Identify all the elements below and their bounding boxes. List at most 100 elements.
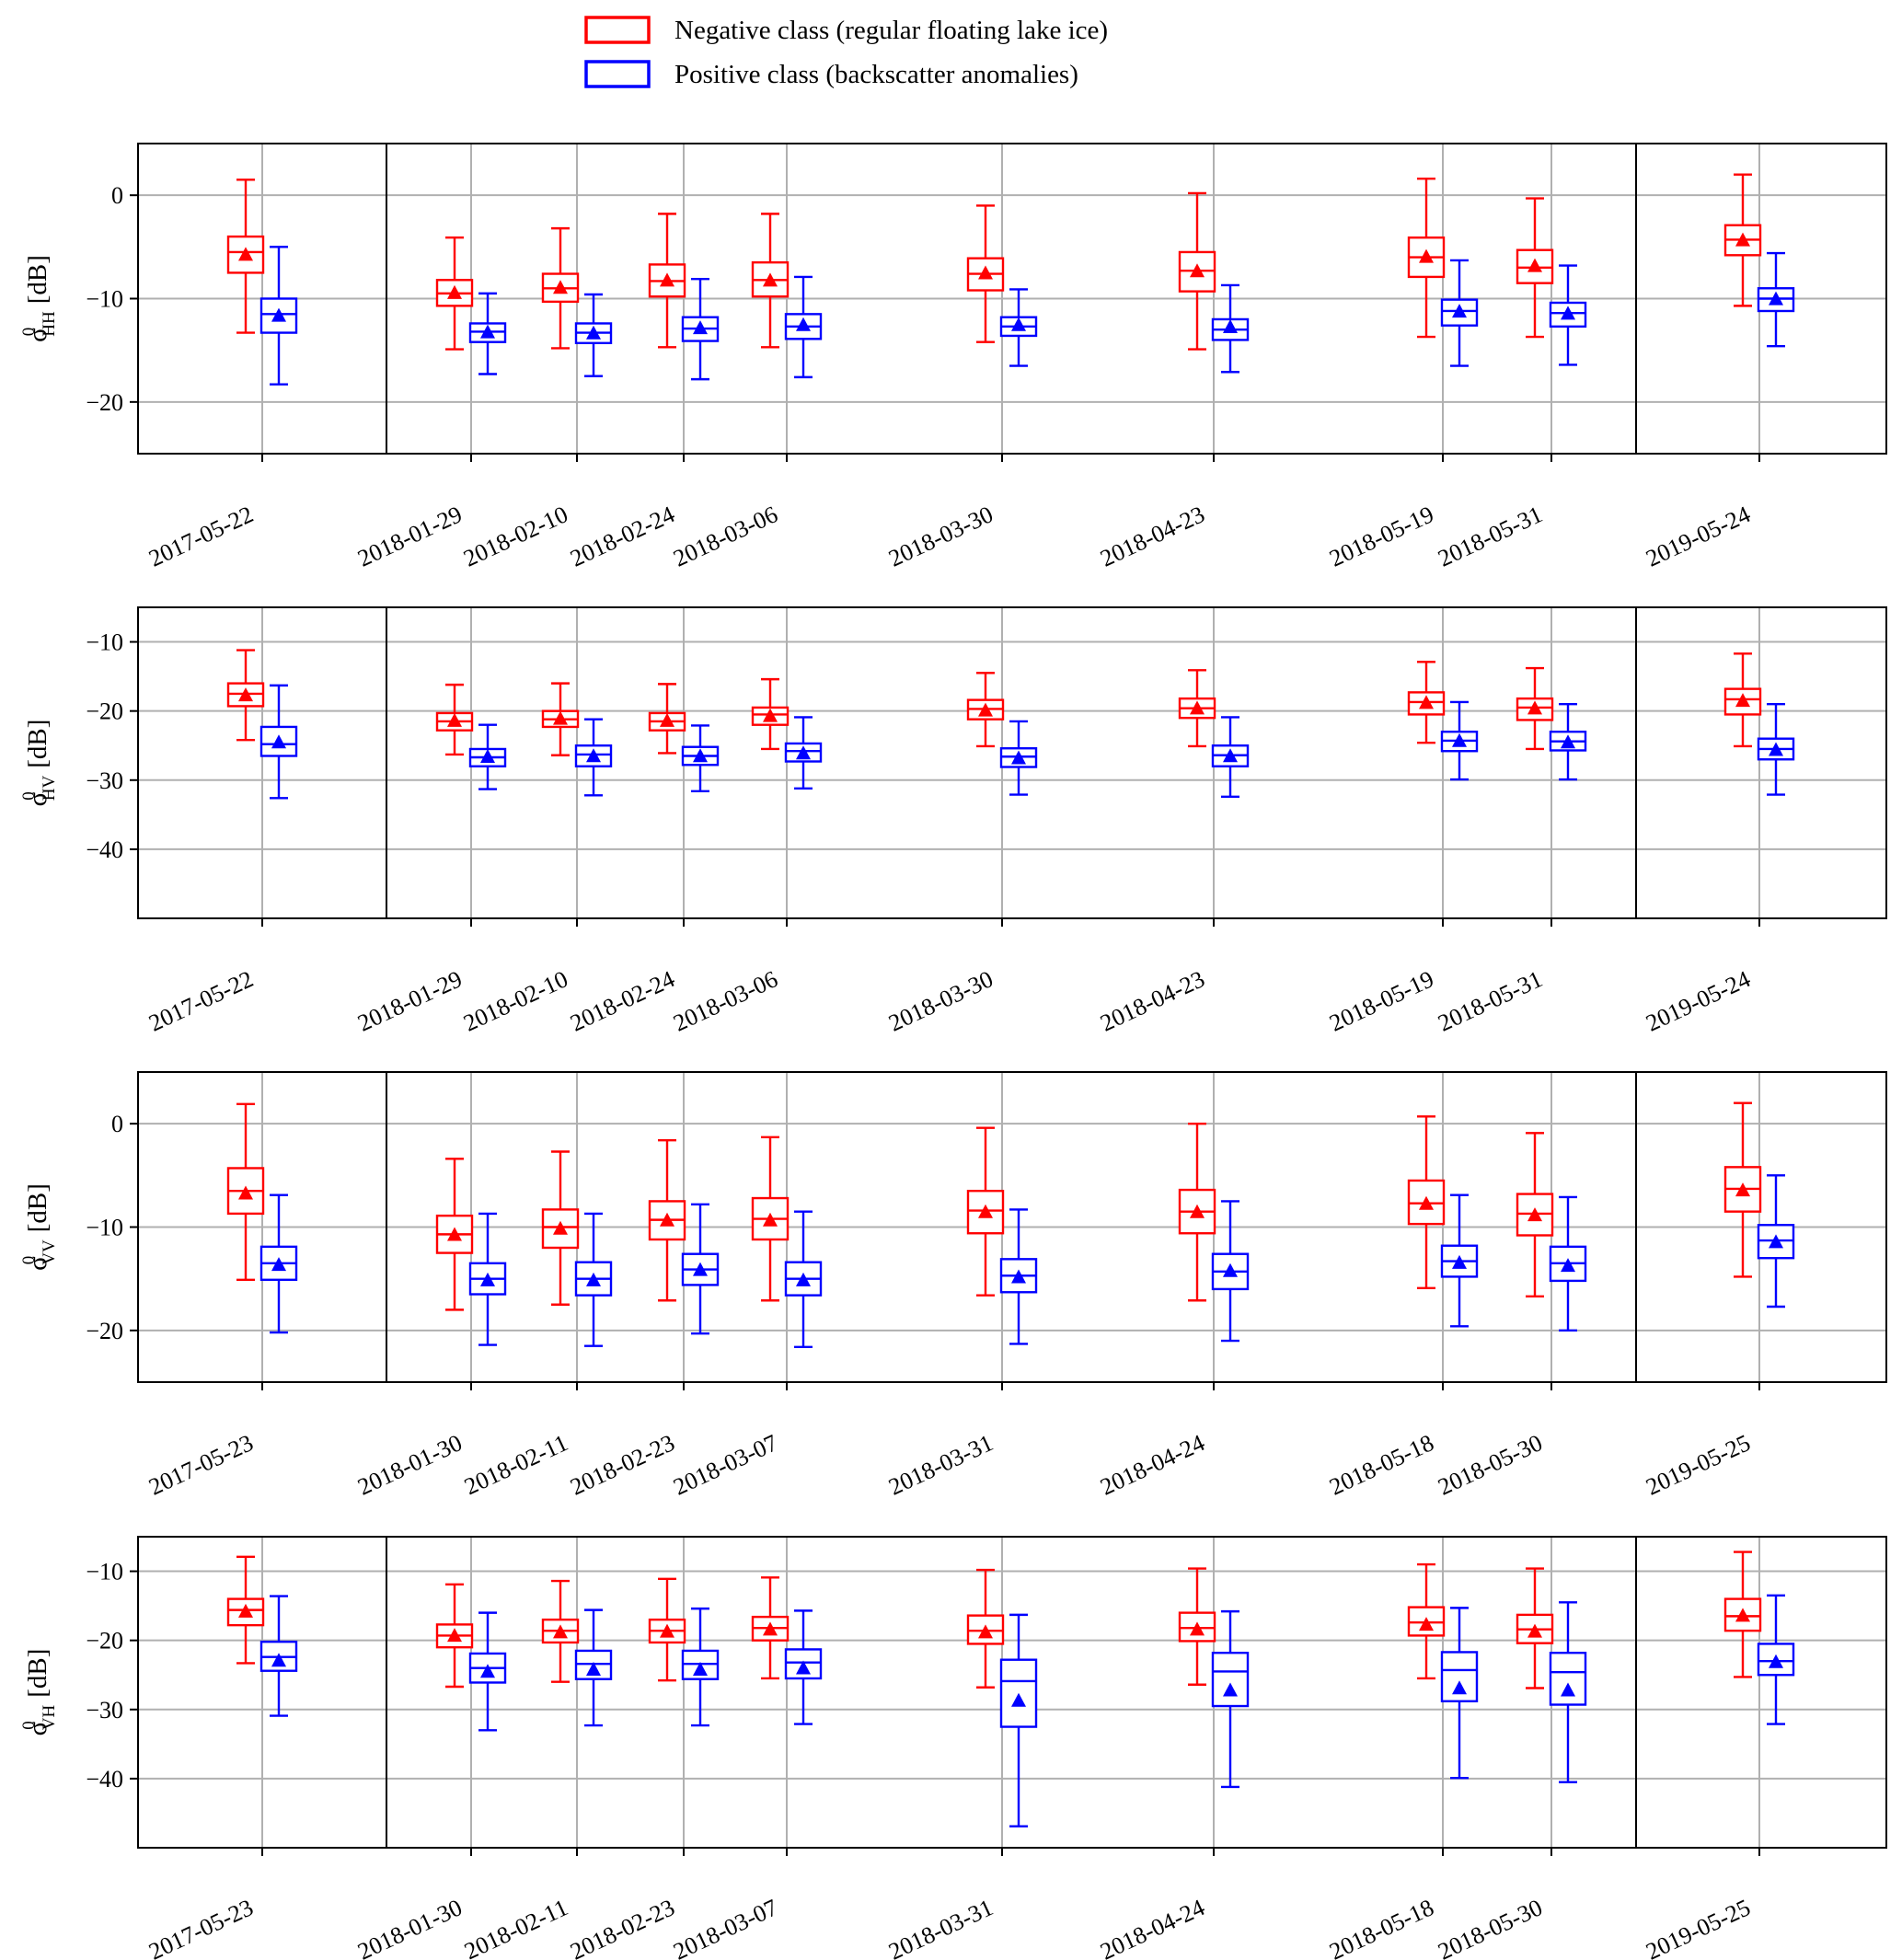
positive-box	[259, 1595, 298, 1717]
negative-box	[1178, 191, 1216, 351]
mean-marker	[1419, 1195, 1434, 1210]
positive-box	[681, 1203, 720, 1335]
mean-marker	[553, 1220, 568, 1235]
negative-box	[435, 1158, 474, 1311]
mean-marker	[238, 1185, 253, 1200]
positive-box	[999, 1208, 1038, 1345]
y-label-sub: VV	[40, 1239, 59, 1265]
mean-marker	[1769, 1654, 1783, 1668]
y-axis-label: σ0HH [dB]	[19, 255, 59, 342]
iqr-box	[1549, 1651, 1587, 1706]
mean-marker	[796, 1272, 811, 1286]
mean-marker	[660, 1623, 674, 1638]
mean-marker	[1223, 1262, 1238, 1277]
mean-marker	[1011, 1692, 1026, 1707]
positive-box	[574, 293, 613, 377]
positive-box	[1440, 700, 1479, 781]
mean-marker	[1735, 693, 1750, 708]
y-tick-label: −40	[86, 836, 123, 863]
mean-marker	[271, 734, 286, 749]
y-axis-label: σ0VH [dB]	[19, 1649, 59, 1736]
mean-marker	[1561, 306, 1575, 320]
mean-marker	[238, 687, 253, 702]
x-tick-label: 2018-03-30	[884, 965, 997, 1037]
x-tick-label: 2017-05-22	[144, 501, 257, 572]
axes-frame	[137, 1536, 1887, 1849]
x-tick-label: 2018-02-23	[566, 1429, 678, 1501]
mean-marker	[586, 748, 601, 763]
mean-marker	[1190, 1621, 1205, 1636]
negative-box	[966, 1126, 1005, 1297]
negative-box	[1516, 666, 1554, 751]
mean-marker	[586, 1661, 601, 1676]
mean-marker	[447, 712, 462, 727]
y-tick-label: −10	[86, 286, 123, 313]
legend-swatch-negative	[584, 16, 651, 44]
x-tick-label: 2018-05-30	[1434, 1429, 1546, 1501]
mean-marker	[1011, 1269, 1026, 1284]
y-label-unit: [dB]	[23, 1183, 52, 1232]
positive-box	[681, 277, 720, 381]
negative-box	[1407, 177, 1446, 339]
mean-marker	[553, 280, 568, 294]
negative-box	[648, 213, 686, 349]
mean-marker	[1527, 1207, 1542, 1222]
x-tick-label: 2018-05-19	[1325, 501, 1437, 572]
mean-marker	[553, 1624, 568, 1639]
mean-marker	[271, 1257, 286, 1272]
positive-box	[681, 1607, 720, 1727]
mean-marker	[1419, 248, 1434, 263]
positive-box	[259, 684, 298, 800]
x-tick-label: 2018-01-30	[353, 1894, 466, 1960]
y-tick-label: −20	[86, 1318, 123, 1344]
mean-marker	[1190, 263, 1205, 278]
y-tick-label: −20	[86, 698, 123, 725]
positive-box	[999, 288, 1038, 367]
positive-box	[1211, 716, 1250, 799]
x-tick-label: 2018-02-11	[460, 1894, 571, 1960]
mean-marker	[447, 1628, 462, 1643]
mean-marker	[238, 1603, 253, 1618]
mean-marker	[763, 708, 778, 722]
negative-box	[1407, 1115, 1446, 1289]
mean-marker	[796, 317, 811, 331]
legend-label-positive: Positive class (backscatter anomalies)	[674, 60, 1078, 89]
x-tick-label: 2018-01-29	[353, 965, 466, 1037]
y-label-symbol: σ	[23, 328, 52, 342]
mean-marker	[1011, 317, 1026, 331]
mean-marker	[1527, 258, 1542, 272]
x-tick-label: 2018-04-23	[1096, 965, 1208, 1037]
x-tick-label: 2018-05-31	[1434, 965, 1546, 1037]
y-tick-label: −10	[86, 1559, 123, 1585]
legend: Negative class (regular floating lake ic…	[584, 16, 1108, 89]
mean-marker	[1452, 1254, 1467, 1269]
mean-marker	[1190, 700, 1205, 715]
negative-box	[1516, 1132, 1554, 1297]
mean-marker	[978, 265, 993, 280]
negative-box	[226, 1555, 265, 1665]
y-label-sup: 0	[19, 1721, 39, 1730]
x-tick-label: 2018-05-19	[1325, 965, 1437, 1037]
axes-frame	[137, 143, 1887, 455]
negative-box	[966, 1568, 1005, 1689]
y-tick-label: −20	[86, 1628, 123, 1654]
x-tick-label: 2018-03-31	[884, 1429, 997, 1501]
positive-box	[1757, 702, 1795, 796]
mean-marker	[660, 272, 674, 287]
x-tick-label: 2018-02-10	[459, 501, 571, 572]
mean-marker	[480, 324, 495, 339]
negative-box	[966, 204, 1005, 343]
mean-marker	[1419, 695, 1434, 709]
y-axis-label: σ0HV [dB]	[19, 720, 59, 807]
negative-box	[1723, 652, 1762, 748]
x-tick-label: 2018-01-29	[353, 501, 466, 572]
x-tick-label: 2018-05-30	[1434, 1894, 1546, 1960]
x-tick-label: 2019-05-24	[1642, 501, 1754, 572]
positive-box	[468, 1212, 507, 1346]
positive-box	[574, 1212, 613, 1347]
y-label-sup: 0	[19, 328, 39, 337]
negative-box	[1723, 1551, 1762, 1678]
mean-marker	[1452, 732, 1467, 747]
